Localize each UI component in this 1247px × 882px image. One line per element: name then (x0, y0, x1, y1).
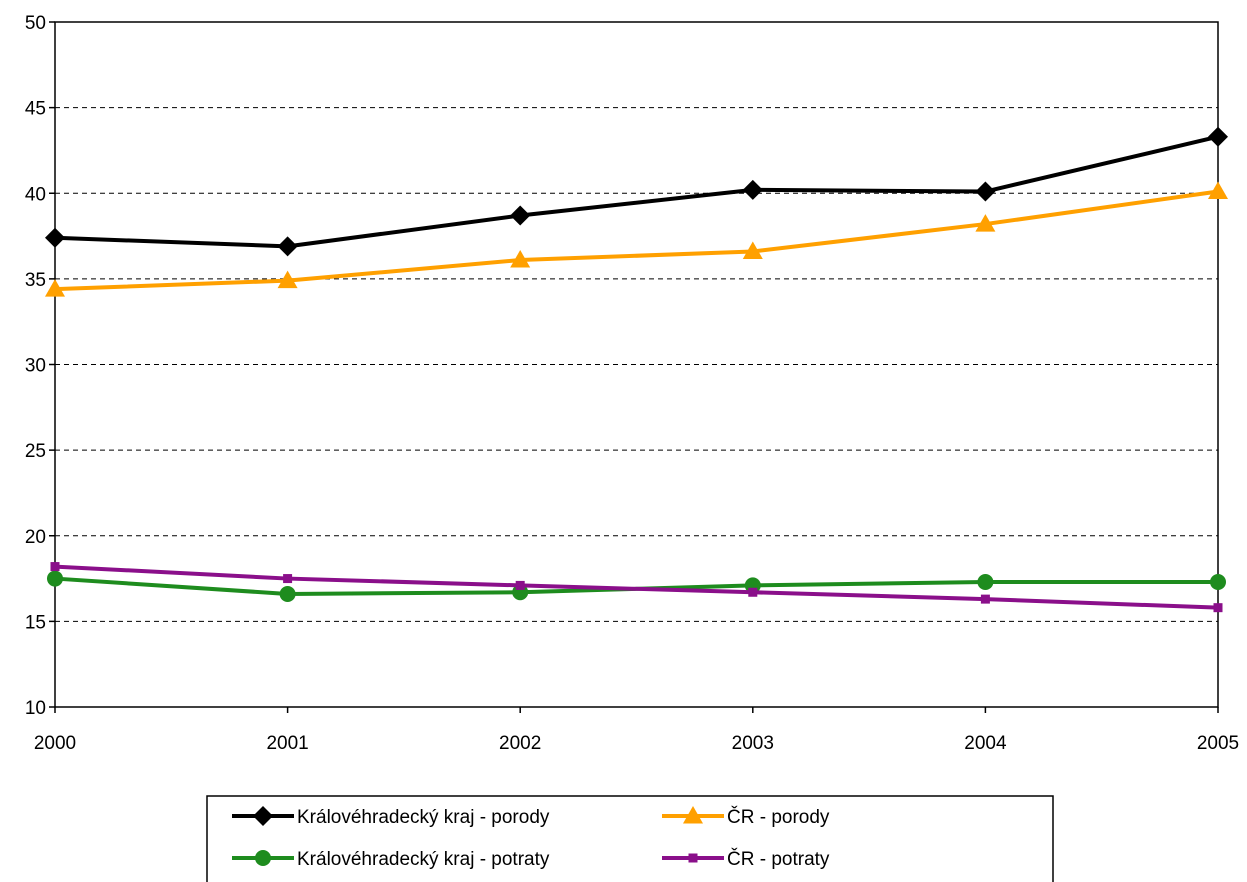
data-point (45, 279, 65, 297)
x-tick-label: 2005 (1197, 733, 1239, 754)
legend-label: Královéhradecký kraj - porody (297, 807, 550, 828)
y-tick-label: 25 (25, 441, 46, 462)
y-tick-label: 10 (25, 698, 46, 719)
legend-item: ČR - potraty (662, 848, 830, 870)
x-tick-label: 2000 (34, 733, 76, 754)
data-point (1208, 126, 1228, 147)
data-point (977, 573, 994, 590)
x-tick-label: 2004 (964, 733, 1007, 754)
legend-swatch-marker (688, 853, 698, 863)
data-point (515, 580, 525, 590)
y-tick-label: 40 (25, 184, 46, 205)
series-line (54, 576, 1218, 596)
legend-swatch-marker (255, 850, 271, 866)
data-point (742, 241, 763, 259)
x-tick-label: 2003 (732, 733, 774, 754)
y-tick-label: 35 (25, 270, 46, 291)
y-tick-label: 45 (25, 99, 46, 120)
data-point (283, 574, 293, 584)
y-tick-label: 50 (25, 13, 46, 34)
data-point (277, 270, 298, 289)
data-point (1208, 181, 1228, 200)
legend-item: Královéhradecký kraj - potraty (232, 849, 550, 870)
data-point (47, 570, 63, 587)
data-point (277, 236, 298, 257)
y-tick-label: 30 (25, 356, 46, 377)
data-point (279, 585, 296, 602)
series-line (54, 189, 1219, 292)
series-1 (45, 181, 1228, 297)
data-point (975, 214, 996, 232)
y-tick-label: 15 (25, 612, 46, 633)
data-point (742, 179, 763, 200)
data-point (510, 205, 531, 226)
legend-swatch-marker (683, 806, 703, 824)
legend-label: Královéhradecký kraj - potraty (297, 849, 550, 870)
series-lines (45, 126, 1228, 613)
data-point (1210, 573, 1226, 590)
data-point (510, 250, 531, 268)
data-point (975, 181, 996, 202)
y-axis: 10 15 20 25 30 35 40 45 50 (25, 13, 55, 719)
legend-item: ČR - porody (662, 806, 830, 828)
series-line (54, 134, 1219, 249)
legend-swatch-marker (253, 806, 273, 826)
legend-box (206, 795, 1054, 882)
data-point (45, 227, 65, 248)
x-tick-label: 2002 (499, 733, 541, 754)
series-0 (45, 126, 1228, 257)
y-tick-label: 20 (25, 527, 46, 548)
data-point (50, 562, 60, 572)
legend-label: ČR - porody (727, 806, 830, 828)
data-point (1213, 603, 1223, 613)
legend-label: ČR - potraty (727, 848, 830, 870)
gridlines (55, 107, 1218, 622)
x-tick-label: 2001 (266, 733, 308, 754)
legend-item: Královéhradecký kraj - porody (232, 806, 550, 828)
data-point (748, 587, 758, 597)
data-point (980, 594, 990, 604)
series-line (54, 564, 1219, 610)
series-3 (50, 562, 1223, 613)
legend: Královéhradecký kraj - porody ČR - porody… (206, 795, 1054, 882)
x-axis: 2000 2001 2002 2003 2004 2005 (34, 707, 1239, 754)
